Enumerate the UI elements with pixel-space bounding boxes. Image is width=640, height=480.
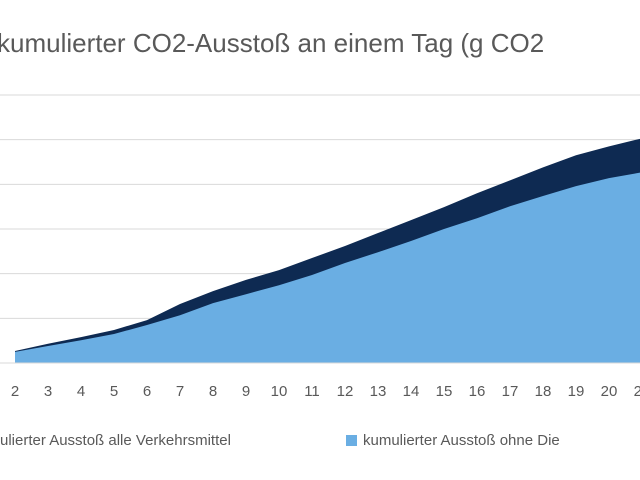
x-tick-label: 11	[304, 383, 320, 400]
x-tick-label: 4	[77, 383, 85, 400]
x-tick-label: 3	[44, 383, 52, 400]
x-tick-label: 10	[271, 383, 288, 400]
x-tick-label: 15	[436, 383, 453, 400]
x-tick-label: 12	[337, 383, 354, 400]
x-tick-label: 17	[502, 383, 519, 400]
legend-label: kumulierter Ausstoß ohne Die	[363, 432, 560, 449]
x-tick-label: 16	[469, 383, 486, 400]
x-tick-label: 6	[143, 383, 151, 400]
legend-swatch	[346, 435, 357, 446]
x-tick-label: 18	[535, 383, 552, 400]
x-tick-label: 8	[209, 383, 217, 400]
x-tick-label: 13	[370, 383, 387, 400]
x-tick-label: 2	[11, 383, 19, 400]
x-tick-label: 21	[634, 383, 640, 400]
x-tick-label: 14	[403, 383, 420, 400]
chart-title: kumulierter CO2-Ausstoß an einem Tag (g …	[0, 28, 544, 58]
legend-label: ulierter Ausstoß alle Verkehrsmittel	[0, 432, 231, 449]
x-tick-label: 20	[601, 383, 618, 400]
x-tick-label: 5	[110, 383, 118, 400]
x-tick-label: 9	[242, 383, 250, 400]
area	[15, 172, 640, 363]
x-tick-label: 19	[568, 383, 585, 400]
x-tick-label: 7	[176, 383, 184, 400]
